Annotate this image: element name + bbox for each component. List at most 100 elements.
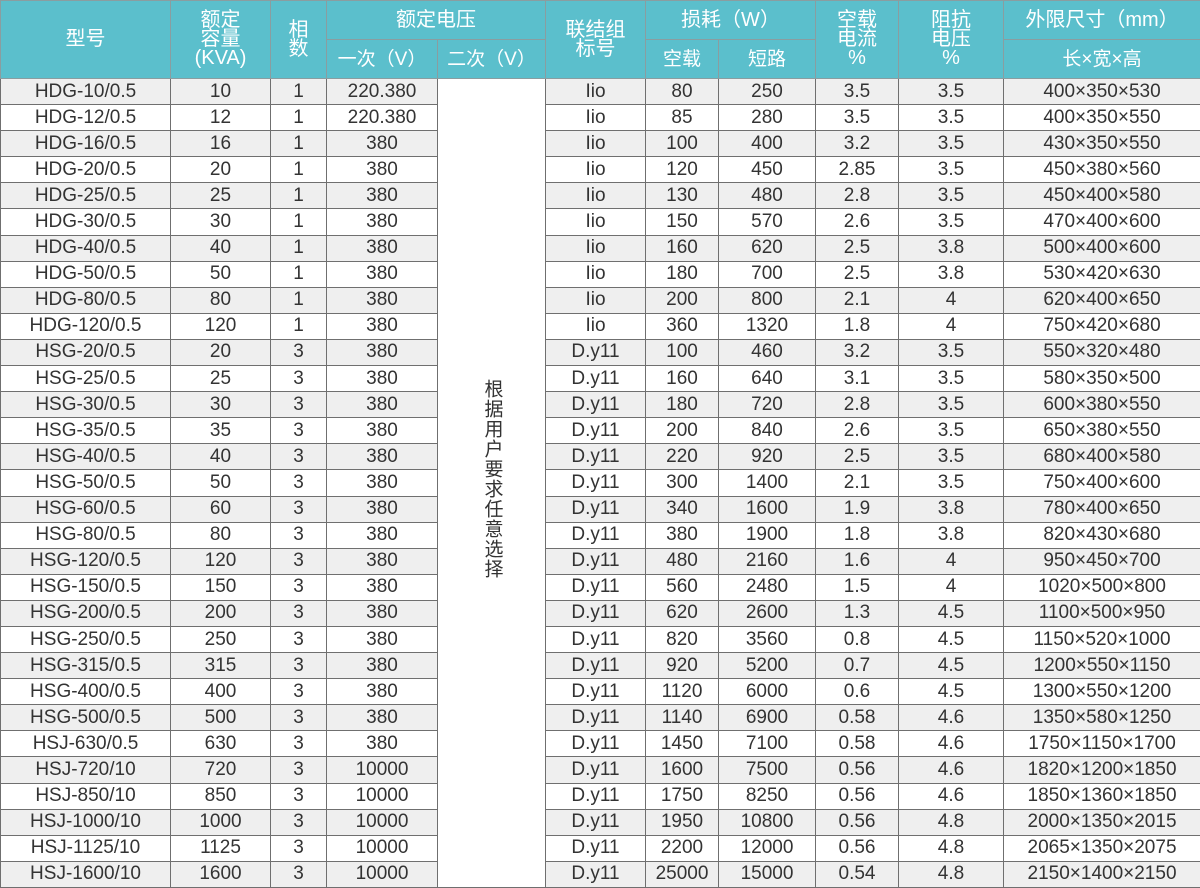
cell-no-load-loss: 160 (645, 234, 719, 262)
cell-no-load-loss: 100 (645, 338, 719, 367)
table-row: HDG-16/0.5 16 1 380 Iio 100 400 3.2 3.5 430×350×5… (0, 130, 1200, 158)
cell-model: HSG-60/0.5 (0, 495, 171, 523)
table-row: HDG-120/0.5 120 1 380 Iio 360 1320 1.8 4 750×420×… (0, 312, 1200, 340)
cell-no-load-loss: 620 (645, 599, 719, 627)
cell-phases: 3 (270, 599, 327, 627)
cell-capacity: 12 (170, 104, 271, 132)
cell-no-load-loss: 1140 (645, 704, 719, 732)
cell-impedance-voltage: 3.5 (898, 77, 1005, 106)
cell-no-load-loss: 85 (645, 104, 719, 132)
cell-short-circuit-loss: 640 (717, 365, 817, 393)
cell-model: HDG-50/0.5 (0, 260, 171, 288)
header-iv-unit: % (942, 47, 960, 69)
cell-capacity: 850 (170, 782, 271, 810)
cell-model: HSG-150/0.5 (0, 573, 171, 601)
cell-connection-group: D.y11 (545, 495, 646, 523)
cell-no-load-loss: 1450 (645, 730, 719, 758)
cell-no-load-current: 2.85 (815, 156, 900, 184)
cell-no-load-current: 2.8 (815, 391, 900, 419)
header-phases-line1: 相 (288, 18, 309, 41)
cell-short-circuit-loss: 620 (717, 234, 817, 262)
cell-impedance-voltage: 3.5 (898, 417, 1005, 445)
header-dimensions-sub: 长×宽×高 (1003, 39, 1200, 79)
cell-no-load-loss: 180 (645, 260, 719, 288)
cell-primary-voltage: 380 (326, 704, 438, 732)
cell-primary-voltage: 380 (326, 495, 438, 523)
cell-short-circuit-loss: 1900 (717, 521, 817, 549)
cell-capacity: 720 (170, 756, 271, 784)
table-row: HSJ-720/10 720 3 10000 D.y11 1600 7500 0.56 4.6 1… (0, 756, 1200, 784)
cell-impedance-voltage: 4 (898, 547, 1005, 575)
cell-phases: 3 (270, 860, 327, 888)
cell-dimensions: 620×400×650 (1003, 286, 1200, 314)
table-row: HDG-30/0.5 30 1 380 Iio 150 570 2.6 3.5 470×400×6… (0, 208, 1200, 236)
cell-phases: 1 (270, 208, 327, 236)
cell-phases: 3 (270, 547, 327, 575)
cell-phases: 1 (270, 182, 327, 210)
cell-capacity: 1000 (170, 808, 271, 836)
cell-capacity: 30 (170, 208, 271, 236)
header-iv-line1: 阻抗 (931, 9, 972, 31)
cell-model: HSJ-720/10 (0, 756, 171, 784)
cell-connection-group: D.y11 (545, 547, 646, 575)
cell-short-circuit-loss: 1600 (717, 495, 817, 523)
cell-capacity: 50 (170, 260, 271, 288)
cell-model: HSG-200/0.5 (0, 599, 171, 627)
cell-capacity: 20 (170, 156, 271, 184)
header-nlc-unit: % (848, 47, 866, 69)
cell-phases: 1 (270, 234, 327, 262)
cell-short-circuit-loss: 6900 (717, 704, 817, 732)
cell-no-load-current: 0.56 (815, 756, 900, 784)
cell-model: HSJ-850/10 (0, 782, 171, 810)
cell-model: HSG-20/0.5 (0, 338, 171, 367)
cell-phases: 3 (270, 625, 327, 654)
cell-phases: 3 (270, 573, 327, 601)
header-loss: 损耗（W） (644, 0, 817, 40)
cell-phases: 1 (270, 130, 327, 158)
cell-primary-voltage: 220.380 (326, 104, 438, 132)
table-row: HSG-35/0.5 35 3 380 D.y11 200 840 2.6 3.5 650×380… (0, 417, 1200, 445)
cell-primary-voltage: 380 (326, 443, 438, 471)
cell-impedance-voltage: 3.5 (898, 130, 1005, 158)
cell-primary-voltage: 380 (326, 312, 438, 340)
cell-dimensions: 820×430×680 (1003, 521, 1200, 549)
cell-capacity: 400 (170, 678, 271, 706)
cell-primary-voltage: 380 (326, 130, 438, 158)
header-short-circuit-label: 短路 (748, 48, 787, 70)
cell-impedance-voltage: 3.5 (898, 365, 1005, 393)
cell-primary-voltage: 380 (326, 417, 438, 445)
cell-no-load-loss: 220 (645, 443, 719, 471)
table-row: HSG-20/0.5 20 3 380 D.y11 100 460 3.2 3.5 550×320… (0, 338, 1200, 367)
cell-primary-voltage: 380 (326, 469, 438, 497)
cell-no-load-loss: 920 (645, 652, 719, 680)
table-row: HDG-20/0.5 20 1 380 Iio 120 450 2.85 3.5 450×380×… (0, 156, 1200, 184)
table-row: HSG-200/0.5 200 3 380 D.y11 620 2600 1.3 4.5 1100… (0, 599, 1200, 627)
cell-no-load-current: 3.1 (815, 365, 900, 393)
cell-impedance-voltage: 4 (898, 312, 1005, 340)
cell-short-circuit-loss: 10800 (717, 808, 817, 836)
cell-connection-group: D.y11 (545, 704, 646, 732)
cell-primary-voltage: 380 (326, 208, 438, 236)
cell-no-load-current: 1.5 (815, 573, 900, 601)
cell-phases: 3 (270, 365, 327, 393)
cell-model: HDG-12/0.5 (0, 104, 171, 132)
cell-no-load-loss: 180 (645, 391, 719, 419)
cell-short-circuit-loss: 1400 (717, 469, 817, 497)
header-no-load: 空载 (645, 39, 719, 79)
cell-primary-voltage: 380 (326, 652, 438, 680)
cell-impedance-voltage: 4.5 (898, 599, 1005, 627)
cell-dimensions: 1150×520×1000 (1003, 625, 1200, 654)
cell-primary-voltage: 380 (326, 521, 438, 549)
cell-impedance-voltage: 3.8 (898, 521, 1005, 549)
cell-capacity: 1600 (170, 860, 271, 888)
cell-connection-group: D.y11 (545, 365, 646, 393)
header-rated-voltage: 额定电压 (326, 0, 546, 40)
cell-impedance-voltage: 3.5 (898, 208, 1005, 236)
cell-model: HDG-80/0.5 (0, 286, 171, 314)
header-short-circuit: 短路 (717, 39, 817, 79)
cell-dimensions: 950×450×700 (1003, 547, 1200, 575)
cell-connection-group: Iio (545, 156, 646, 184)
cell-connection-group: D.y11 (545, 782, 646, 810)
cell-dimensions: 680×400×580 (1003, 443, 1200, 471)
cell-short-circuit-loss: 800 (717, 286, 817, 314)
